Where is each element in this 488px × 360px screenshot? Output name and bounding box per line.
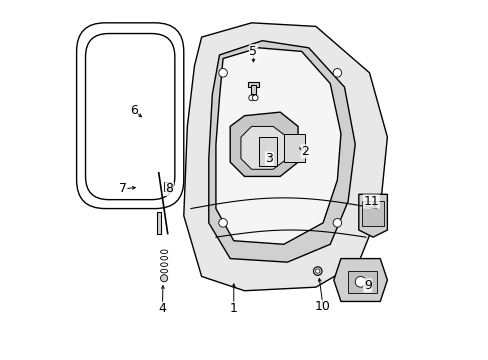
Bar xyxy=(247,82,258,87)
Circle shape xyxy=(332,68,341,77)
Text: 7: 7 xyxy=(119,183,127,195)
Text: 9: 9 xyxy=(363,279,371,292)
Text: 5: 5 xyxy=(249,45,257,58)
Circle shape xyxy=(354,276,365,287)
Circle shape xyxy=(315,269,319,273)
Text: 1: 1 xyxy=(229,302,237,315)
Circle shape xyxy=(218,68,227,77)
Polygon shape xyxy=(241,126,287,169)
Circle shape xyxy=(218,219,227,227)
Text: 10: 10 xyxy=(314,300,330,313)
Bar xyxy=(283,134,305,162)
Circle shape xyxy=(313,267,322,275)
Text: 2: 2 xyxy=(301,145,308,158)
Bar xyxy=(258,137,276,166)
Text: 3: 3 xyxy=(265,152,273,165)
Circle shape xyxy=(252,95,258,101)
Text: 8: 8 xyxy=(165,183,173,195)
Polygon shape xyxy=(333,258,386,301)
Polygon shape xyxy=(208,41,354,262)
Bar xyxy=(347,271,376,293)
Polygon shape xyxy=(183,23,386,291)
Polygon shape xyxy=(216,48,340,244)
Circle shape xyxy=(160,275,167,282)
Text: 4: 4 xyxy=(158,302,166,315)
Circle shape xyxy=(332,219,341,227)
Polygon shape xyxy=(230,112,298,176)
Bar xyxy=(164,182,170,191)
Circle shape xyxy=(248,95,254,101)
Text: 6: 6 xyxy=(129,104,138,117)
Bar xyxy=(157,212,161,234)
Bar xyxy=(250,85,256,94)
Text: 11: 11 xyxy=(363,195,378,208)
Polygon shape xyxy=(358,194,386,237)
Bar xyxy=(362,202,383,226)
FancyBboxPatch shape xyxy=(77,23,183,208)
